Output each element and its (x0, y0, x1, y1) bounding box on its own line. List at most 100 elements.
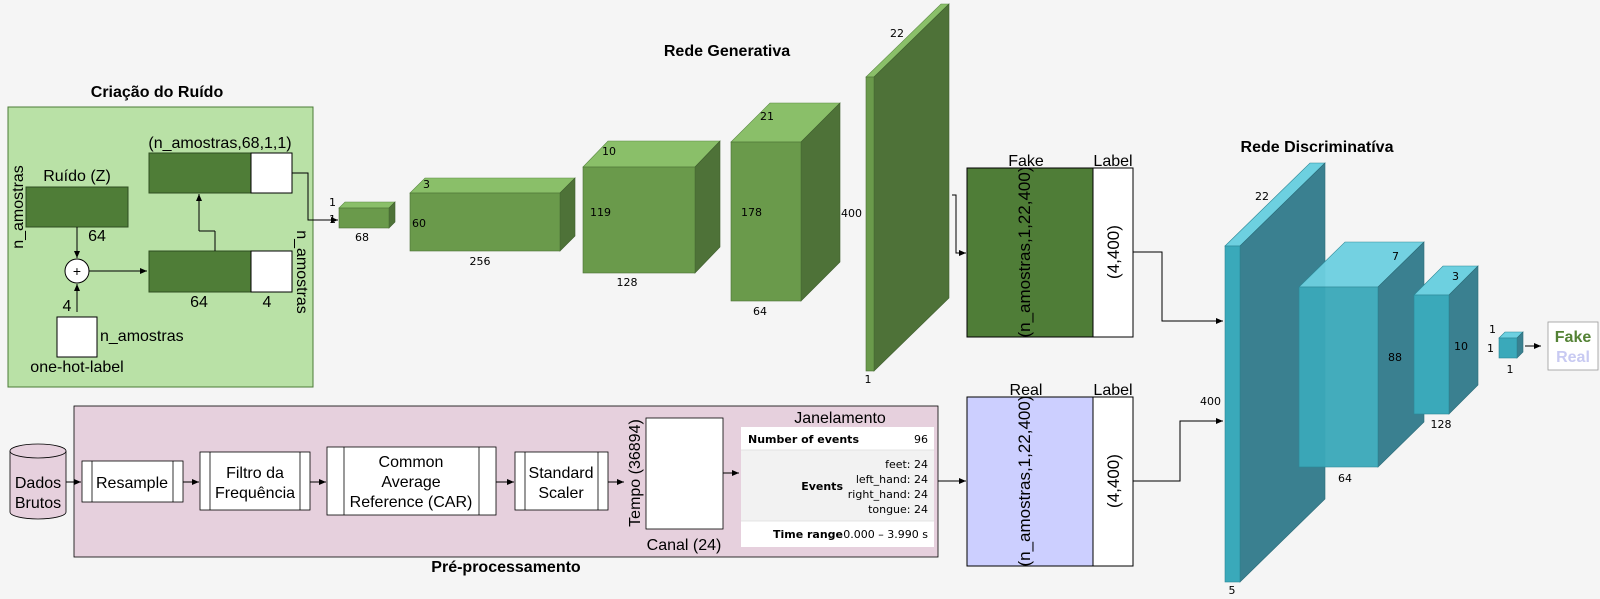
data-matrix (645, 417, 724, 530)
onehot-n-amostras: n_amostras (100, 328, 184, 345)
disc-block-4: 1 1 1 (1487, 323, 1524, 376)
step-scaler-line-2: Scaler (538, 485, 584, 502)
disc-block-2-depth: 7 (1392, 250, 1399, 263)
fake-data-block (966, 167, 1094, 338)
concat-n-amostras: n_amostras (293, 230, 310, 314)
disc-block-3-width: 128 (1431, 418, 1452, 431)
gen-block-1-height: 1 (329, 213, 336, 226)
raw-data-cylinder: Dados Brutos (9, 443, 67, 520)
fake-label-header: Label (1093, 153, 1132, 170)
raw-line-1: Dados (15, 475, 61, 492)
step-frequency-filter: Filtro da Frequência (199, 451, 311, 511)
fake-label-shape: (4,400) (1104, 225, 1123, 279)
step-car-line-1: Common (379, 454, 444, 471)
noise-dim-64: 64 (88, 228, 106, 245)
noise-title: Criação do Ruído (91, 84, 224, 101)
output-box (1547, 321, 1599, 371)
disc-block-2: 7 88 64 (1298, 241, 1425, 485)
noise-creation-panel: Criação do Ruído Ruído (Z) n_amostras 64… (7, 84, 338, 388)
gen-block-1: 1 1 68 (329, 196, 396, 244)
tempo-label: Tempo (36894) (627, 419, 644, 527)
raw-line-2: Brutos (15, 495, 61, 512)
onehot-block (56, 316, 98, 358)
disc-block-2-height: 88 (1388, 351, 1402, 364)
disc-block-3: 3 10 128 (1413, 265, 1479, 431)
gen-block-3: 10 119 128 (582, 140, 721, 289)
reshape-shape-label: (n_amostras,68,1,1) (148, 135, 291, 152)
disc-block-4-height: 1 (1487, 342, 1494, 355)
output-fake: Fake (1555, 329, 1592, 346)
table-row2-key: Events (801, 480, 843, 493)
noise-z-block (25, 186, 129, 228)
table-event-left-hand: left_hand: 24 (856, 473, 928, 486)
canal-label: Canal (24) (647, 537, 722, 554)
disc-block-3-height: 10 (1454, 340, 1468, 353)
generator-network: Rede Generativa 1 1 68 3 60 256 10 119 1… (329, 3, 966, 386)
disc-block-1-width: 5 (1229, 584, 1236, 597)
real-header: Real (1010, 382, 1043, 399)
step-filter-line-2: Frequência (215, 485, 295, 502)
reshape-noise-part (148, 152, 252, 194)
preproc-title: Pré-processamento (431, 559, 581, 576)
disc-block-3-depth: 3 (1452, 270, 1459, 283)
table-event-right-hand: right_hand: 24 (848, 488, 928, 501)
disc-block-4-depth: 1 (1489, 323, 1496, 336)
table-event-tongue: tongue: 24 (868, 503, 928, 516)
output-real: Real (1556, 349, 1590, 366)
gen-block-3-depth: 10 (602, 145, 616, 158)
gen-block-3-width: 128 (617, 276, 638, 289)
step-car-line-2: Average (381, 474, 440, 491)
gen-block-2-width: 256 (470, 255, 491, 268)
step-car-line-3: Reference (CAR) (350, 494, 473, 511)
step-resample-label: Resample (96, 475, 168, 492)
onehot-dim-4: 4 (63, 298, 72, 315)
reshape-label-part (250, 152, 293, 194)
janelamento-label: Janelamento (794, 410, 886, 427)
step-filter-line-1: Filtro da (226, 465, 284, 482)
plus-sign: + (73, 263, 81, 279)
arrow-noise-to-generator (292, 172, 338, 223)
fake-label-block (1092, 167, 1134, 338)
fake-header: Fake (1008, 153, 1044, 170)
disc-block-1-height: 400 (1200, 395, 1221, 408)
gen-block-4-height: 178 (741, 206, 762, 219)
table-row1-key: Number of events (748, 433, 859, 446)
onehot-label: one-hot-label (30, 359, 123, 376)
disc-block-2-width: 64 (1338, 472, 1352, 485)
step-standard-scaler: Standard Scaler (514, 451, 609, 511)
fake-block: Fake Label (n_amostras,1,22,400) (4,400) (966, 153, 1223, 338)
epochs-info-table: Number of events 96 Events feet: 24 left… (741, 427, 934, 547)
gen-block-4: 21 178 64 (730, 102, 841, 318)
real-block: Real Label (n_amostras,1,22,400) (4,400) (966, 382, 1223, 567)
noise-n-amostras-label: n_amostras (10, 165, 27, 249)
gen-block-3-height: 119 (590, 206, 611, 219)
real-label-block (1092, 396, 1134, 567)
fake-shape: (n_amostras,1,22,400) (1015, 166, 1034, 337)
disc-block-1-depth: 22 (1255, 190, 1269, 203)
discriminator-network: Rede Discriminatíva 22 400 5 7 88 64 3 1… (1200, 139, 1599, 597)
preprocessing-panel: Pré-processamento Dados Brutos Resample … (9, 405, 966, 576)
table-row1-val: 96 (914, 433, 928, 446)
real-shape: (n_amostras,1,22,400) (1015, 395, 1034, 566)
real-label-shape: (4,400) (1104, 454, 1123, 508)
disc-block-1: 22 400 5 (1200, 162, 1326, 597)
real-label-header: Label (1093, 382, 1132, 399)
table-row3-key: Time range (773, 528, 843, 541)
step-car: Common Average Reference (CAR) (326, 446, 497, 516)
concat-dim-64: 64 (190, 294, 208, 311)
concat-dim-4: 4 (263, 294, 272, 311)
gen-block-5: 22 400 1 (841, 3, 950, 386)
gen-block-5-height: 400 (841, 207, 862, 220)
gen-block-4-depth: 21 (760, 110, 774, 123)
gen-block-5-width: 1 (865, 373, 872, 386)
step-resample: Resample (81, 460, 184, 503)
arrow-generator-to-fake (952, 194, 966, 256)
concat-noise-part (148, 250, 252, 293)
disc-block-4-width: 1 (1507, 363, 1514, 376)
arrow-fake-to-discriminator (1133, 251, 1223, 324)
step-scaler-line-1: Standard (529, 465, 594, 482)
table-event-feet: feet: 24 (885, 458, 928, 471)
gen-block-5-depth: 22 (890, 27, 904, 40)
gen-block-1-depth: 1 (329, 196, 336, 209)
